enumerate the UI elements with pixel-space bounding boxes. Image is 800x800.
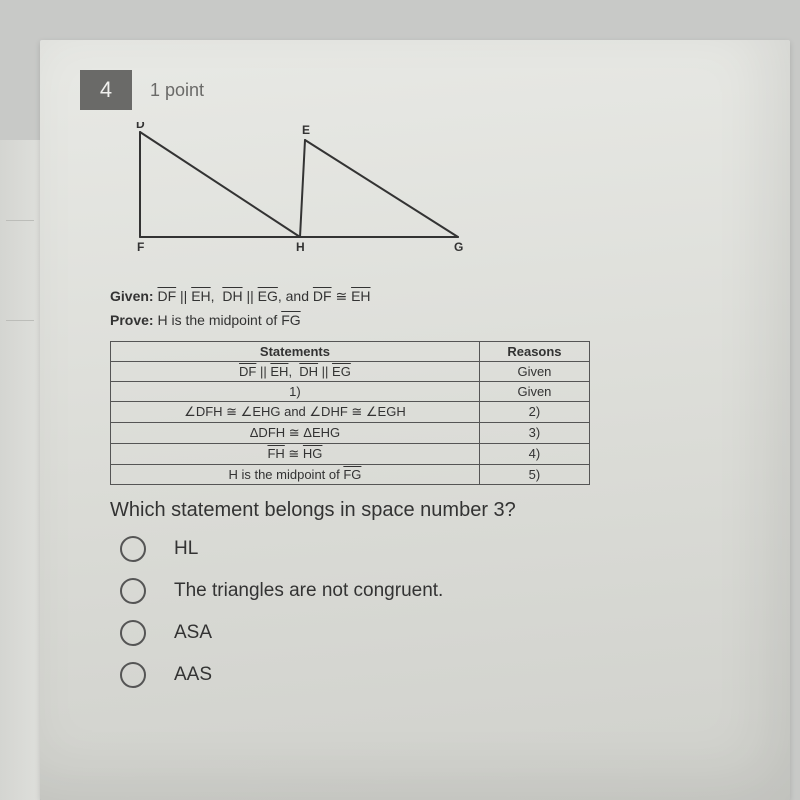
proof-cell: Given xyxy=(479,361,589,381)
figure-svg: D E F H G xyxy=(110,122,470,270)
proof-cell: 1) xyxy=(111,381,480,401)
question-number-badge: 4 xyxy=(80,70,132,110)
given-label: Given: xyxy=(110,288,154,304)
prove-line: Prove: H is the midpoint of FG xyxy=(110,309,750,333)
svg-text:E: E xyxy=(302,123,310,137)
prove-label: Prove: xyxy=(110,312,154,328)
proof-row: ∠DFH ≅ ∠EHG and ∠DHF ≅ ∠EGH2) xyxy=(111,401,590,422)
proof-row: DF || EH, DH || EGGiven xyxy=(111,361,590,381)
points-label: 1 point xyxy=(132,70,204,110)
options-group: HL The triangles are not congruent. ASA AAS xyxy=(120,536,750,688)
proof-cell: Given xyxy=(479,381,589,401)
option-row[interactable]: ASA xyxy=(120,620,750,646)
triangle-figure: D E F H G xyxy=(110,122,750,275)
proof-cell: H is the midpoint of FG xyxy=(111,464,480,484)
worksheet-page: 4 1 point D E F H G Given: DF || EH, DH || E… xyxy=(40,40,790,800)
proof-cell: 5) xyxy=(479,464,589,484)
page-margin-stub xyxy=(0,140,40,800)
proof-row: FH ≅ HG4) xyxy=(111,443,590,464)
question-header: 4 1 point xyxy=(80,70,750,110)
proof-row: H is the midpoint of FG5) xyxy=(111,464,590,484)
given-line: Given: DF || EH, DH || EG, and DF ≅ EH xyxy=(110,285,750,309)
option-row[interactable]: AAS xyxy=(120,662,750,688)
proof-cell: DF || EH, DH || EG xyxy=(111,361,480,381)
proof-cell: 3) xyxy=(479,422,589,443)
proof-header: Statements xyxy=(111,341,480,361)
option-label: ASA xyxy=(174,622,212,644)
proof-row: 1)Given xyxy=(111,381,590,401)
proof-cell: FH ≅ HG xyxy=(111,443,480,464)
option-row[interactable]: HL xyxy=(120,536,750,562)
svg-text:D: D xyxy=(136,122,145,131)
option-label: The triangles are not congruent. xyxy=(174,580,443,602)
given-text: DF || EH, DH || EG, and DF ≅ EH xyxy=(157,288,370,304)
radio-icon[interactable] xyxy=(120,536,146,562)
proof-table: StatementsReasonsDF || EH, DH || EGGiven… xyxy=(110,341,590,485)
radio-icon[interactable] xyxy=(120,620,146,646)
question-text: Which statement belongs in space number … xyxy=(110,499,750,522)
radio-icon[interactable] xyxy=(120,578,146,604)
option-row[interactable]: The triangles are not congruent. xyxy=(120,578,750,604)
proof-row: ΔDFH ≅ ΔEHG3) xyxy=(111,422,590,443)
proof-header: Reasons xyxy=(479,341,589,361)
proof-cell: 4) xyxy=(479,443,589,464)
svg-text:G: G xyxy=(454,240,463,254)
radio-icon[interactable] xyxy=(120,662,146,688)
proof-cell: ∠DFH ≅ ∠EHG and ∠DHF ≅ ∠EGH xyxy=(111,401,480,422)
prove-text: H is the midpoint of FG xyxy=(157,312,300,328)
svg-text:F: F xyxy=(137,240,144,254)
option-label: AAS xyxy=(174,664,212,686)
proof-cell: ΔDFH ≅ ΔEHG xyxy=(111,422,480,443)
option-label: HL xyxy=(174,538,198,560)
svg-text:H: H xyxy=(296,240,305,254)
proof-cell: 2) xyxy=(479,401,589,422)
